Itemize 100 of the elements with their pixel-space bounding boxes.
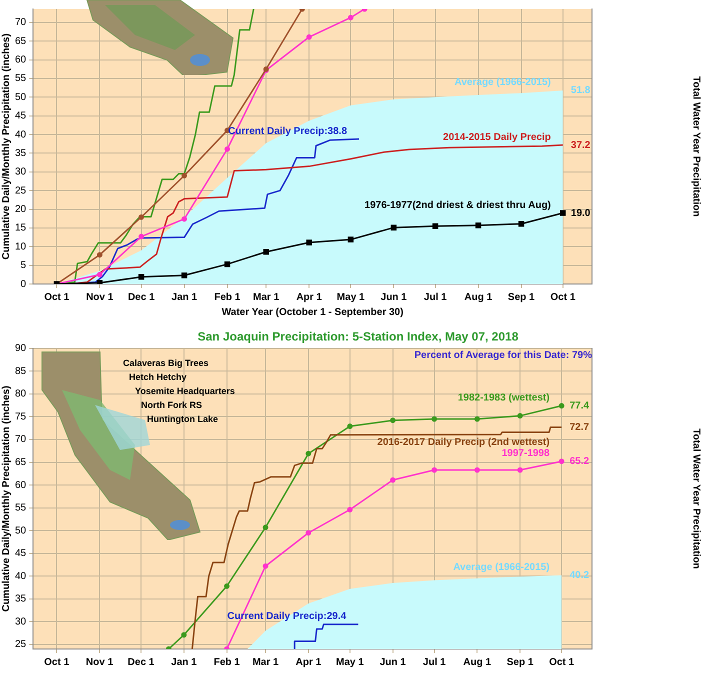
- y-tick-label: 10: [15, 241, 27, 252]
- point: [558, 403, 564, 409]
- point: [432, 416, 438, 422]
- y-tick-label: 70: [15, 17, 27, 28]
- point: [560, 210, 566, 216]
- point: [390, 477, 396, 483]
- annotation: Huntington Lake: [147, 414, 218, 424]
- y-tick-label: 90: [15, 343, 27, 354]
- point: [263, 248, 269, 255]
- x-tick-label: Apr 1: [296, 656, 322, 668]
- point: [432, 467, 438, 473]
- y-tick-label: 75: [15, 411, 27, 422]
- y-tick-label: 60: [15, 480, 27, 491]
- point: [224, 146, 230, 152]
- x-tick-label: Nov 1: [86, 292, 114, 303]
- y-tick-label: 55: [15, 502, 27, 514]
- point: [306, 240, 312, 246]
- x-tick-label: Nov 1: [86, 656, 114, 668]
- point: [138, 234, 144, 240]
- x-tick-label: Oct 1: [550, 292, 576, 303]
- y-tick-label: 5: [20, 260, 27, 272]
- y-tick-label: 85: [15, 366, 27, 377]
- point: [390, 418, 396, 424]
- x-tick-label: Jul 1: [422, 656, 446, 668]
- point: [306, 34, 312, 40]
- point: [96, 252, 102, 258]
- x-axis-title: Water Year (October 1 - September 30): [222, 306, 404, 318]
- series-label: Average (1966-2015): [454, 77, 551, 88]
- annotation: 77.4: [570, 400, 590, 412]
- series-label: 1982-1983 (wettest): [458, 392, 550, 404]
- point: [474, 416, 480, 422]
- point: [262, 563, 268, 569]
- x-tick-label: Sep 1: [506, 656, 534, 668]
- y-tick-label: 15: [15, 222, 27, 234]
- x-tick-label: Sep 1: [508, 292, 536, 303]
- x-tick-label: Feb 1: [214, 292, 241, 303]
- point: [474, 467, 480, 473]
- x-tick-label: Feb 1: [214, 656, 240, 668]
- point: [181, 272, 188, 278]
- point: [475, 222, 482, 228]
- x-tick-label: Oct 1: [44, 292, 70, 303]
- y-tick-label: 0: [20, 278, 27, 290]
- y-axis-title: Cumulative Daily/Monthly Precipitation (inches): [0, 33, 12, 260]
- point: [182, 172, 188, 178]
- y-tick-label: 20: [15, 204, 27, 216]
- annotation: 40.2: [570, 570, 590, 581]
- point: [347, 424, 353, 430]
- y-tick-label: 65: [15, 457, 27, 468]
- y-tick-label: 40: [15, 129, 27, 140]
- point: [518, 220, 524, 227]
- x-tick-label: Oct 1: [44, 656, 70, 668]
- y-tick-label: 40: [15, 570, 27, 582]
- annotation: 51.8: [570, 85, 591, 96]
- annotation: 37.2: [570, 140, 591, 151]
- annotation: Hetch Hetchy: [129, 372, 187, 382]
- y2-axis-title: Total Water Year Precipitation: [690, 428, 702, 569]
- y-tick-label: 35: [15, 594, 27, 605]
- point: [224, 583, 230, 589]
- x-tick-label: Jan 1: [171, 292, 198, 303]
- point: [138, 274, 144, 280]
- annotation: 72.7: [570, 422, 590, 433]
- x-tick-label: Aug 1: [464, 292, 493, 303]
- annotation: 19.0: [570, 208, 591, 219]
- y-tick-label: 80: [15, 388, 27, 400]
- point: [517, 413, 523, 419]
- x-tick-label: Jun 1: [380, 292, 408, 303]
- y-tick-label: 30: [15, 166, 27, 178]
- x-tick-label: Aug 1: [463, 656, 492, 668]
- chart-title: San Joaquin Precipitation: 5-Station Index, May 07, 2018: [198, 330, 519, 344]
- point: [432, 223, 438, 229]
- x-tick-label: Jul 1: [424, 292, 448, 303]
- x-tick-label: Jun 1: [380, 656, 406, 668]
- point: [348, 236, 354, 242]
- series-label: 1997-1998: [502, 448, 550, 460]
- x-tick-label: May 1: [336, 292, 366, 303]
- x-tick-label: Jan 1: [171, 656, 198, 668]
- point: [347, 506, 353, 512]
- y-tick-label: 25: [15, 639, 27, 650]
- point: [138, 214, 144, 220]
- y-tick-label: 45: [15, 548, 27, 560]
- y-tick-label: 55: [15, 73, 27, 84]
- y-tick-label: 50: [15, 92, 27, 103]
- x-tick-label: Dec 1: [128, 292, 156, 303]
- point: [348, 14, 354, 20]
- y-tick-label: 70: [15, 434, 27, 446]
- y-tick-label: 65: [15, 36, 27, 47]
- series-label: Average (1966-2015): [453, 562, 550, 573]
- y-axis-title: Cumulative Daily/Monthly Precipitation (inches): [0, 386, 12, 612]
- point: [558, 458, 564, 464]
- y-tick-label: 25: [15, 185, 27, 196]
- point: [306, 530, 312, 536]
- x-tick-label: Dec 1: [128, 656, 155, 668]
- x-tick-label: Oct 1: [549, 656, 575, 668]
- x-tick-label: Mar 1: [252, 656, 280, 668]
- annotation: 65.2: [570, 456, 590, 468]
- point: [306, 450, 312, 456]
- series-label: 1976-1977(2nd driest & driest thru Aug): [364, 200, 551, 211]
- annotation: Yosemite Headquarters: [135, 386, 235, 396]
- y-tick-label: 50: [15, 525, 27, 536]
- point: [181, 632, 187, 638]
